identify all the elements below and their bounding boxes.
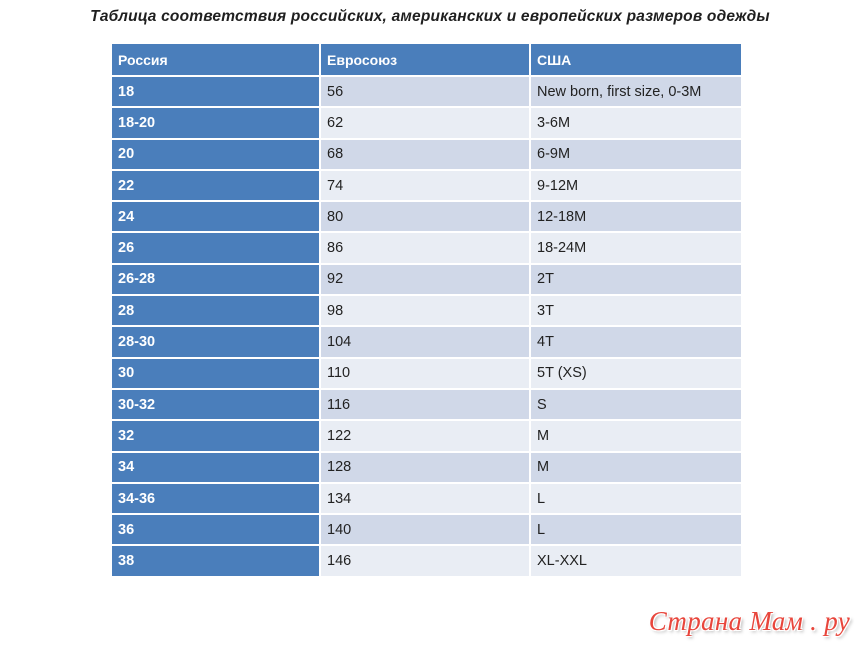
table-row: 18 56 New born, first size, 0-3M (112, 77, 741, 109)
cell-usa: XL-XXL (531, 546, 741, 578)
cell-eu: 56 (321, 77, 531, 109)
table-row: 30 110 5T (XS) (112, 358, 741, 390)
cell-russia: 36 (112, 515, 321, 547)
table-row: 28-30 104 4T (112, 327, 741, 359)
cell-eu: 68 (321, 139, 531, 171)
page-title: Таблица соответствия российских, америка… (90, 8, 770, 25)
cell-russia: 20 (112, 139, 321, 171)
table-row: 20 68 6-9M (112, 139, 741, 171)
cell-russia: 18-20 (112, 108, 321, 140)
table-row: 28 98 3T (112, 296, 741, 328)
table-row: 38 146 XL-XXL (112, 546, 741, 578)
cell-eu: 98 (321, 296, 531, 328)
cell-russia: 28-30 (112, 327, 321, 359)
table-row: 32 122 M (112, 421, 741, 453)
table-row: 26 86 18-24M (112, 233, 741, 265)
cell-russia: 34-36 (112, 483, 321, 516)
cell-eu: 74 (321, 170, 531, 203)
cell-usa: M (531, 452, 741, 484)
cell-usa: 6-9M (531, 139, 741, 171)
cell-russia: 34 (112, 452, 321, 484)
cell-usa: 12-18M (531, 202, 741, 234)
cell-eu: 80 (321, 202, 531, 234)
cell-russia: 18 (112, 77, 321, 109)
cell-russia: 30 (112, 358, 321, 390)
table-row: 18-20 62 3-6M (112, 108, 741, 140)
column-header-russia: Россия (112, 44, 321, 77)
cell-eu: 116 (321, 389, 531, 422)
cell-russia: 28 (112, 296, 321, 328)
cell-russia: 22 (112, 170, 321, 203)
cell-russia: 30-32 (112, 389, 321, 422)
table-row: 34 128 M (112, 452, 741, 484)
cell-russia: 26 (112, 233, 321, 265)
cell-eu: 86 (321, 233, 531, 265)
cell-russia: 32 (112, 421, 321, 453)
size-table: Россия Евросоюз США 18 56 New born, firs… (112, 44, 741, 578)
cell-eu: 128 (321, 452, 531, 484)
cell-eu: 140 (321, 515, 531, 547)
cell-usa: 9-12M (531, 170, 741, 203)
cell-eu: 92 (321, 264, 531, 297)
table-row: 22 74 9-12M (112, 170, 741, 203)
cell-eu: 104 (321, 327, 531, 359)
table-header-row: Россия Евросоюз США (112, 44, 741, 77)
cell-usa: 2T (531, 264, 741, 297)
cell-usa: New born, first size, 0-3M (531, 77, 741, 109)
cell-usa: 3T (531, 296, 741, 328)
cell-usa: 18-24M (531, 233, 741, 265)
cell-eu: 122 (321, 421, 531, 453)
cell-usa: M (531, 421, 741, 453)
table-row: 26-28 92 2T (112, 264, 741, 297)
table-row: 34-36 134 L (112, 483, 741, 516)
watermark-logo: Страна Мам . ру (648, 606, 850, 636)
cell-russia: 26-28 (112, 264, 321, 297)
cell-eu: 62 (321, 108, 531, 140)
cell-russia: 24 (112, 202, 321, 234)
cell-eu: 134 (321, 483, 531, 516)
cell-eu: 110 (321, 358, 531, 390)
table-row: 30-32 116 S (112, 389, 741, 422)
table-row: 24 80 12-18M (112, 202, 741, 234)
column-header-eu: Евросоюз (321, 44, 531, 77)
cell-usa: L (531, 515, 741, 547)
cell-usa: L (531, 483, 741, 516)
cell-usa: 3-6M (531, 108, 741, 140)
cell-usa: S (531, 389, 741, 422)
column-header-usa: США (531, 44, 741, 77)
table-row: 36 140 L (112, 515, 741, 547)
cell-usa: 4T (531, 327, 741, 359)
cell-usa: 5T (XS) (531, 358, 741, 390)
cell-eu: 146 (321, 546, 531, 578)
cell-russia: 38 (112, 546, 321, 578)
